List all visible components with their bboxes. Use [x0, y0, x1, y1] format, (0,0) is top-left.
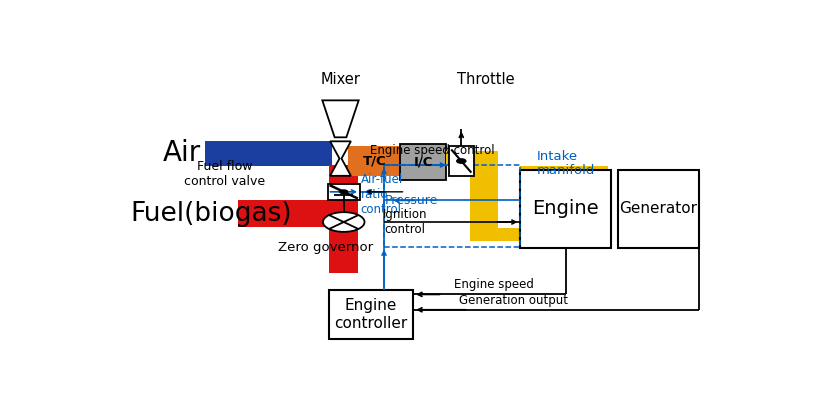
Circle shape	[340, 190, 348, 194]
Text: Intake
manifold: Intake manifold	[536, 150, 595, 178]
Bar	[238, 200, 328, 227]
Text: Zero governor: Zero governor	[278, 240, 373, 254]
Text: Air-fuel
ratio
control: Air-fuel ratio control	[360, 173, 403, 216]
Polygon shape	[323, 100, 359, 137]
Circle shape	[457, 159, 466, 163]
Bar	[349, 146, 401, 176]
Text: Pressure: Pressure	[385, 194, 438, 207]
Text: Air: Air	[163, 139, 201, 167]
Text: Mixer: Mixer	[321, 72, 360, 86]
Text: Fuel flow
control valve: Fuel flow control valve	[184, 160, 266, 188]
Bar	[520, 170, 612, 248]
Text: Fuel(biogas): Fuel(biogas)	[131, 201, 292, 227]
Bar	[328, 165, 358, 273]
Bar	[384, 165, 520, 247]
Text: Engine speed: Engine speed	[454, 278, 535, 291]
Text: Generator: Generator	[619, 202, 697, 216]
Bar	[520, 166, 608, 173]
Bar	[446, 151, 472, 166]
Text: Engine: Engine	[532, 200, 599, 218]
Bar	[449, 146, 473, 176]
Circle shape	[323, 212, 365, 232]
Text: Ignition
control: Ignition control	[382, 208, 427, 236]
Polygon shape	[330, 141, 351, 176]
Text: Generation output: Generation output	[459, 294, 568, 307]
Bar	[401, 144, 446, 180]
Bar	[328, 184, 360, 200]
Bar	[470, 151, 498, 240]
Text: Throttle: Throttle	[458, 72, 515, 86]
Bar	[328, 290, 413, 339]
Bar	[446, 151, 472, 166]
Text: T/C: T/C	[363, 154, 386, 167]
Bar	[470, 228, 574, 240]
Bar	[618, 170, 699, 248]
Text: Engine speed control: Engine speed control	[370, 144, 495, 157]
Text: I/C: I/C	[413, 156, 432, 169]
Text: Engine
controller: Engine controller	[334, 298, 407, 331]
Bar	[205, 141, 332, 166]
